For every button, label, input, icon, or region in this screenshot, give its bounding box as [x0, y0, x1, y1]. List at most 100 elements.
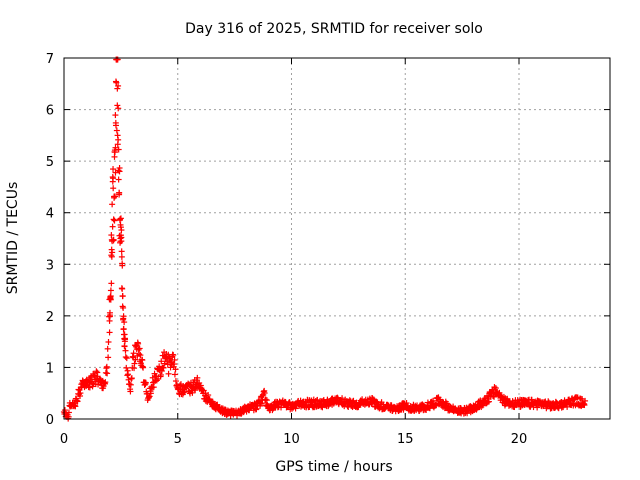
data-point [118, 253, 125, 260]
data-point [115, 176, 122, 183]
data-point [74, 398, 81, 405]
data-point [112, 169, 119, 176]
data-point [135, 340, 142, 347]
data-point [172, 366, 179, 373]
data-point [119, 285, 126, 292]
data-point [122, 354, 129, 361]
data-point [119, 262, 126, 269]
data-point [117, 215, 124, 222]
data-point [485, 398, 492, 405]
data-point [112, 122, 119, 129]
data-point [109, 249, 116, 256]
data-point [189, 389, 196, 396]
y-tick-label: 2 [46, 310, 54, 325]
data-point [140, 364, 147, 371]
data-point [253, 406, 260, 413]
data-point [150, 384, 157, 391]
data-point [110, 185, 117, 192]
data-point [263, 397, 270, 404]
data-point [122, 347, 129, 354]
data-point [107, 287, 114, 294]
y-tick-label: 0 [46, 413, 54, 428]
y-axis-label: SRMTID / TECUs [5, 182, 21, 295]
data-point [115, 136, 122, 143]
data-point [110, 216, 117, 223]
data-point [123, 364, 130, 371]
data-point [131, 360, 138, 367]
data-point [127, 381, 134, 388]
data-point [130, 350, 137, 357]
data-point [111, 217, 118, 224]
data-point [113, 79, 120, 86]
data-point [101, 380, 108, 387]
data-point [194, 374, 201, 381]
data-point [114, 56, 121, 63]
y-tick-label: 7 [46, 52, 54, 67]
data-point [112, 112, 119, 119]
data-point [146, 393, 153, 400]
data-point [72, 403, 79, 410]
data-point [77, 390, 84, 397]
data-point [116, 191, 123, 198]
data-point [115, 105, 122, 112]
data-point [582, 397, 589, 404]
x-tick-label: 5 [174, 432, 182, 447]
data-point [581, 402, 588, 409]
data-points [60, 56, 589, 422]
data-point [125, 371, 132, 378]
data-point [119, 292, 126, 299]
data-point [171, 371, 178, 378]
data-point [93, 368, 100, 375]
chart-title: Day 316 of 2025, SRMTID for receiver sol… [185, 21, 483, 37]
y-tick-label: 5 [46, 155, 54, 170]
x-tick-label: 10 [283, 432, 300, 447]
data-point [120, 325, 127, 332]
data-point [261, 390, 268, 397]
data-point [114, 85, 121, 92]
data-point [120, 304, 127, 311]
data-point [262, 396, 269, 403]
data-point [165, 370, 172, 377]
data-point [121, 338, 128, 345]
y-tick-label: 4 [46, 207, 54, 222]
data-point [142, 379, 149, 386]
data-point [104, 345, 111, 352]
data-point [157, 371, 164, 378]
data-point [106, 329, 113, 336]
data-point [127, 388, 134, 395]
data-point [103, 363, 110, 370]
x-axis-label: GPS time / hours [275, 459, 392, 475]
data-point [137, 352, 144, 359]
data-point [121, 319, 128, 326]
grid-layer [64, 58, 610, 419]
x-tick-label: 0 [60, 432, 68, 447]
data-point [147, 390, 154, 397]
data-point [102, 379, 109, 386]
data-point [430, 397, 437, 404]
y-tick-label: 6 [46, 104, 54, 119]
data-point [65, 409, 72, 416]
data-point [109, 223, 116, 230]
data-point [115, 146, 122, 153]
data-point [105, 338, 112, 345]
data-point [120, 313, 127, 320]
data-point [106, 313, 113, 320]
y-tick-label: 3 [46, 258, 54, 273]
data-point [139, 357, 146, 364]
data-point [197, 382, 204, 389]
data-point [118, 248, 125, 255]
data-point [113, 127, 120, 134]
data-point [108, 280, 115, 287]
data-point [118, 227, 125, 234]
data-point [180, 389, 187, 396]
axis-ticks: 0 1 2 3 4 5 6 7 0 5 10 15 20 [46, 52, 610, 447]
x-tick-label: 20 [511, 432, 528, 447]
data-point [171, 356, 178, 363]
data-point [105, 354, 112, 361]
data-point [160, 364, 167, 371]
data-point [314, 396, 321, 403]
data-point [534, 404, 541, 411]
data-point [86, 384, 93, 391]
data-point [132, 356, 139, 363]
data-point [109, 201, 116, 208]
